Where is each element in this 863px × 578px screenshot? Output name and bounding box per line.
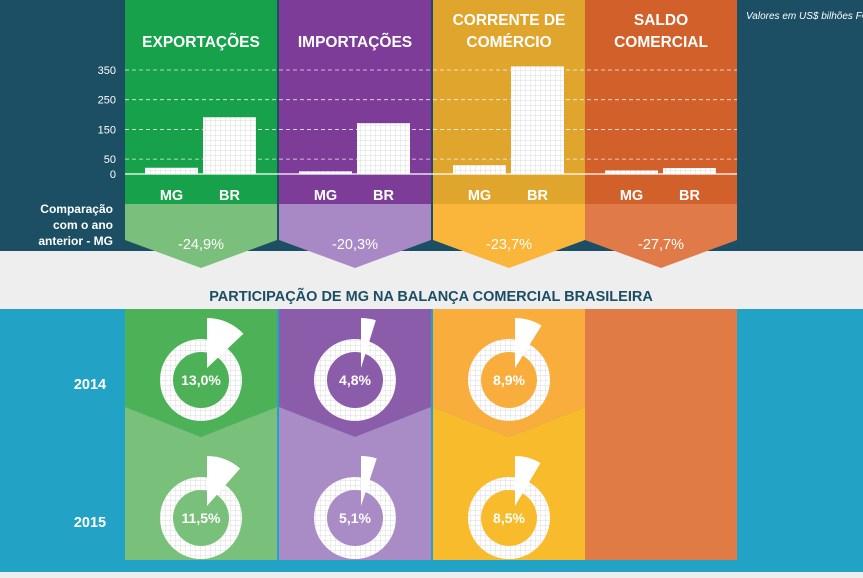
share-wedge-2014 bbox=[361, 318, 376, 368]
share-value-2014: 8,9% bbox=[493, 372, 525, 388]
share-ring-2014 bbox=[313, 338, 397, 422]
category-label: MG bbox=[314, 188, 337, 204]
comparison-value: -24,9% bbox=[178, 237, 224, 253]
share-value-2014: 4,8% bbox=[339, 372, 371, 388]
category-label: MG bbox=[160, 188, 183, 204]
column-title: EXPORTAÇÕES bbox=[142, 33, 260, 51]
comparison-chevron bbox=[125, 204, 277, 268]
share-wedge-2015 bbox=[515, 456, 541, 506]
y-tick-label: 250 bbox=[98, 95, 116, 107]
comparison-chevron bbox=[585, 204, 737, 268]
y-tick-label: 50 bbox=[104, 154, 116, 166]
share-wedge-2015 bbox=[361, 456, 377, 506]
share-ring-2014 bbox=[468, 339, 550, 421]
share-wedge-2015 bbox=[207, 456, 241, 506]
category-label: BR bbox=[219, 188, 240, 204]
category-label: BR bbox=[679, 188, 700, 204]
bar-br bbox=[203, 117, 256, 174]
share-value-2015: 11,5% bbox=[182, 510, 221, 526]
column-title-line-1: CORRENTE DE bbox=[453, 12, 566, 29]
section-title: PARTICIPAÇÃO DE MG NA BALANÇA COMERCIAL … bbox=[209, 287, 653, 305]
category-label: BR bbox=[373, 188, 394, 204]
category-label: BR bbox=[527, 188, 548, 204]
year-label: 2014 bbox=[74, 377, 106, 393]
share-panel-empty bbox=[585, 309, 737, 560]
share-ring-2015 bbox=[313, 476, 397, 560]
bottom-strip bbox=[0, 572, 863, 578]
share-value-2015: 5,1% bbox=[339, 510, 371, 526]
y-tick-label: 150 bbox=[98, 124, 116, 136]
bar-br bbox=[663, 168, 716, 174]
y-tick-label: 0 bbox=[110, 169, 116, 181]
bar-br bbox=[511, 66, 564, 174]
comparison-label-line: anterior - MG bbox=[38, 234, 113, 248]
category-label: MG bbox=[468, 188, 491, 204]
y-tick-label: 350 bbox=[98, 65, 116, 77]
bar-br bbox=[357, 123, 410, 174]
comparison-value: -20,3% bbox=[332, 237, 378, 253]
column-title: IMPORTAÇÕES bbox=[298, 33, 412, 51]
comparison-chevron bbox=[279, 204, 431, 268]
share-wedge-2014 bbox=[207, 318, 244, 368]
bar-mg bbox=[299, 171, 352, 174]
share-value-2014: 13,0% bbox=[181, 372, 221, 388]
units-note: Valores em US$ bilhões FOB bbox=[746, 11, 863, 22]
comparison-value: -23,7% bbox=[486, 237, 532, 253]
comparison-label-line: Comparação bbox=[40, 202, 113, 216]
share-value-2015: 8,5% bbox=[493, 510, 525, 526]
comparison-value: -27,7% bbox=[638, 237, 684, 253]
comparison-chevron bbox=[433, 204, 585, 268]
share-panel-2014 bbox=[433, 309, 585, 437]
category-label: MG bbox=[620, 188, 643, 204]
share-ring-2015 bbox=[159, 476, 243, 560]
share-ring-2015 bbox=[468, 477, 550, 559]
bar-mg bbox=[453, 165, 506, 174]
column-title-line-2: COMERCIAL bbox=[614, 34, 708, 51]
column-title-line-2: COMÉRCIO bbox=[466, 34, 551, 51]
comparison-label-line: com o ano bbox=[53, 218, 113, 232]
bar-mg bbox=[145, 167, 198, 174]
bar-mg bbox=[605, 170, 658, 174]
share-ring-2014 bbox=[159, 338, 243, 422]
title-band bbox=[0, 251, 863, 309]
share-wedge-2014 bbox=[515, 318, 542, 368]
column-title-line-1: SALDO bbox=[634, 12, 688, 29]
share-panel-2014 bbox=[279, 309, 431, 437]
year-label: 2015 bbox=[74, 515, 106, 531]
share-panel-2014 bbox=[125, 309, 277, 437]
